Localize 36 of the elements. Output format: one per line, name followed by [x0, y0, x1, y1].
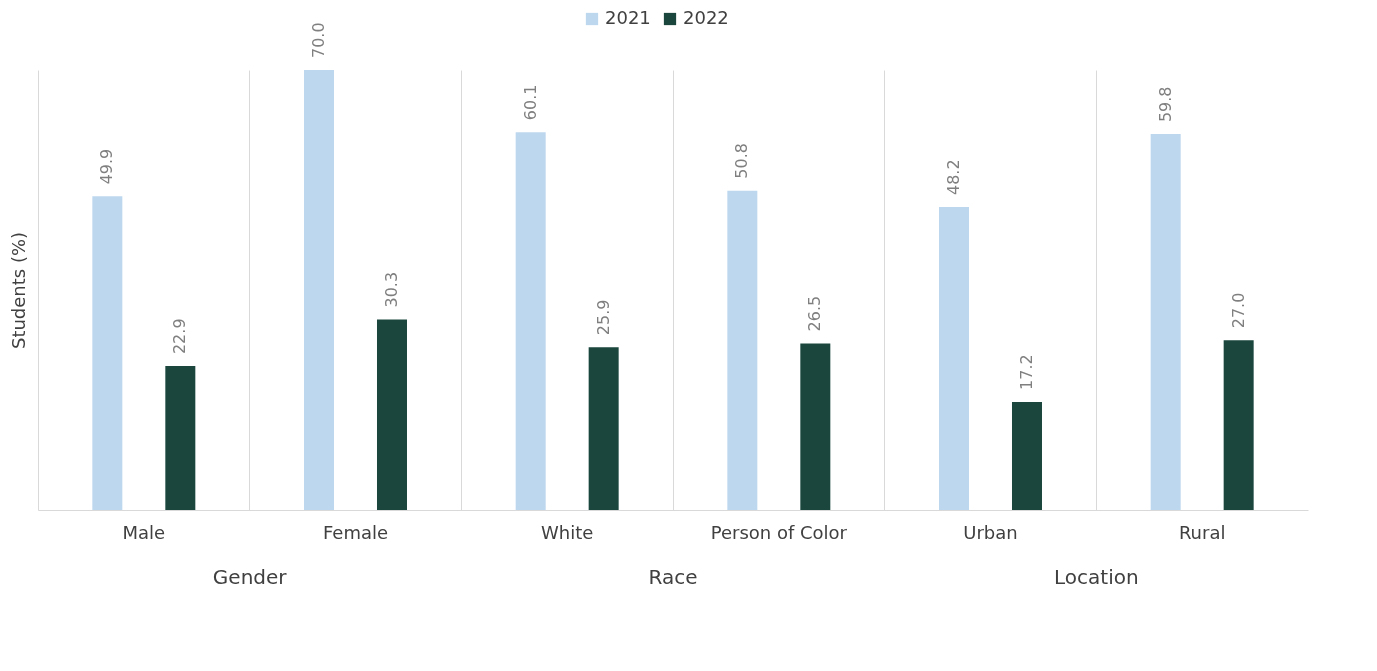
bar	[92, 196, 123, 510]
bar	[1011, 401, 1042, 510]
x-tick-label: Urban	[963, 521, 1018, 543]
text: Gender	[212, 565, 288, 589]
x-tick-label: White	[540, 521, 594, 543]
x-tick-label: Male	[122, 521, 166, 543]
x-tick-label: Female	[322, 521, 389, 543]
bar	[376, 319, 407, 510]
text: Location	[1054, 565, 1139, 589]
data-label: 25.9	[593, 299, 613, 336]
y-axis-title: Students (%)	[7, 231, 29, 350]
data-label: 22.9	[170, 318, 190, 355]
bar	[1150, 134, 1181, 510]
bar	[588, 347, 619, 510]
bar	[800, 343, 831, 510]
legend-label: 2022	[683, 7, 729, 28]
bar	[727, 190, 758, 510]
bar	[515, 132, 546, 510]
data-label: 60.1	[520, 84, 540, 121]
data-label: 17.2	[1016, 354, 1036, 390]
data-label: 26.5	[805, 295, 825, 332]
data-label: 27.0	[1228, 292, 1248, 329]
data-label: 59.8	[1155, 86, 1175, 123]
text: Race	[648, 565, 698, 589]
data-label: 48.2	[944, 159, 964, 196]
data-label: 30.3	[381, 271, 401, 308]
data-label: 49.9	[97, 148, 117, 185]
x-tick-label: Person of Color	[710, 521, 848, 543]
data-label: 50.8	[732, 143, 752, 179]
bar	[304, 70, 335, 510]
legend-label: 2021	[605, 7, 651, 28]
x-tick-label: Rural	[1178, 521, 1226, 543]
bar	[1223, 340, 1254, 510]
data-label: 70.0	[309, 22, 329, 58]
bar	[939, 207, 970, 510]
bar	[165, 366, 196, 510]
